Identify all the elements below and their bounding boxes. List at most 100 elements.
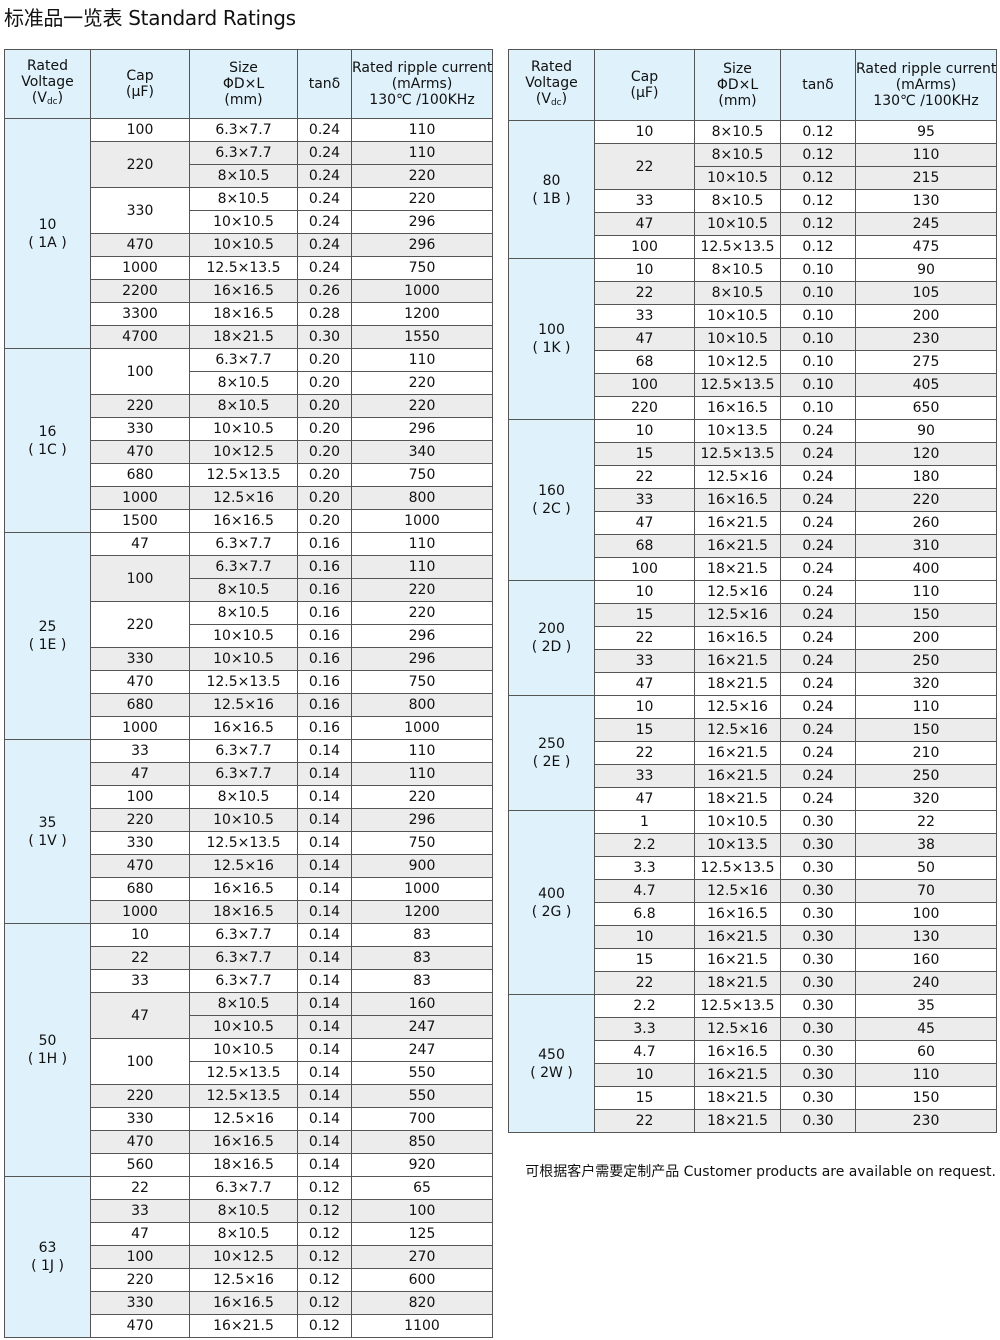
header-voltage: Rated Voltage (Vdc) — [4, 49, 91, 119]
size-cell: 10×10.5 — [189, 808, 298, 832]
capacitance-cell: 1000 — [90, 900, 190, 924]
tan-delta-cell: 0.24 — [780, 603, 856, 627]
tan-delta-cell: 0.14 — [297, 969, 352, 993]
table-row: 35( 1V ) 33 6.3×7.7 0.14 110 — [4, 739, 493, 924]
size-cell: 16×21.5 — [694, 741, 781, 765]
table-row: 33 16×16.5 0.24 220 — [509, 488, 997, 512]
capacitance-cell: 3.3 — [594, 1017, 695, 1041]
table-row: 33 8×10.5 0.12 130 — [509, 189, 997, 213]
size-cell: 18×21.5 — [694, 1109, 781, 1133]
voltage-cell: 63 ( 1J ) — [4, 1176, 91, 1338]
tan-delta-cell: 0.14 — [297, 877, 352, 901]
ripple-current-cell: 340 — [351, 440, 493, 464]
size-cell: 12.5×13.5 — [694, 994, 781, 1018]
tan-delta-cell: 0.24 — [297, 187, 352, 211]
capacitance-cell: 1 — [594, 810, 695, 834]
ripple-current-cell: 650 — [855, 396, 997, 420]
size-cell: 8×10.5 — [189, 187, 298, 211]
tan-delta-cell: 0.12 — [780, 189, 856, 213]
capacitance-cell: 47 — [594, 327, 695, 351]
capacitance-cell: 3300 — [90, 302, 190, 326]
size-cell: 10×12.5 — [189, 440, 298, 464]
tan-delta-cell: 0.30 — [780, 925, 856, 949]
header-ripple-line: (mArms) — [391, 76, 453, 92]
ripple-current-cell: 83 — [351, 969, 493, 993]
tan-delta-cell: 0.16 — [297, 647, 352, 671]
capacitance-cell: 220 — [90, 601, 190, 648]
ripple-current-cell: 600 — [351, 1268, 493, 1292]
capacitance-cell: 220 — [90, 808, 190, 832]
capacitance-cell: 22 — [594, 626, 695, 650]
size-cell: 10×12.5 — [189, 1245, 298, 1269]
table-row: 100 8×10.5 0.14 220 — [5, 785, 493, 809]
size-cell: 12.5×16 — [189, 1107, 298, 1131]
tan-delta-cell: 0.12 — [297, 1199, 352, 1223]
size-cell: 12.5×16 — [694, 465, 781, 489]
tan-delta-cell: 0.14 — [297, 1084, 352, 1108]
tan-delta-cell: 0.14 — [297, 785, 352, 809]
capacitance-cell: 220 — [90, 1268, 190, 1292]
ripple-current-cell: 83 — [351, 946, 493, 970]
table-row: 100 12.5×13.5 0.12 475 — [509, 235, 997, 259]
capacitance-cell: 22 — [594, 1109, 695, 1133]
header-cap: Cap (μF) — [90, 49, 190, 119]
table-row: 33 10×10.5 0.10 200 — [509, 304, 997, 328]
capacitance-cell: 33 — [594, 189, 695, 213]
ripple-current-cell: 240 — [855, 971, 997, 995]
table-row: 2200 16×16.5 0.26 1000 — [5, 279, 493, 303]
table-row: 22 8×10.5 0.10 105 — [509, 281, 997, 305]
capacitance-cell: 2.2 — [594, 994, 695, 1018]
size-cell: 16×21.5 — [694, 948, 781, 972]
tan-delta-cell: 0.24 — [297, 233, 352, 257]
size-cell: 18×21.5 — [694, 557, 781, 581]
table-row: 250( 2E ) 10 12.5×16 0.24 110 — [508, 695, 997, 811]
table-row: 22 18×21.5 0.30 240 — [509, 971, 997, 995]
size-cell: 18×16.5 — [189, 1153, 298, 1177]
size-cell: 8×10.5 — [694, 258, 781, 282]
ripple-current-cell: 22 — [855, 810, 997, 834]
ripple-current-cell: 110 — [351, 532, 493, 556]
table-row: 100 10×12.5 0.12 270 — [5, 1245, 493, 1269]
ripple-current-cell: 50 — [855, 856, 997, 880]
header-row: Rated Voltage (Vdc) Cap (μF) Size ΦD×L (mm) tanδ… — [4, 49, 493, 119]
ripple-current-cell: 200 — [855, 304, 997, 328]
size-cell: 18×21.5 — [694, 787, 781, 811]
voltage-value: 160 — [538, 483, 565, 499]
tan-delta-cell: 0.14 — [297, 739, 352, 763]
size-cell: 16×16.5 — [694, 488, 781, 512]
ripple-current-cell: 405 — [855, 373, 997, 397]
table-row: 25( 1E ) 47 6.3×7.7 0.16 110 — [4, 532, 493, 740]
capacitance-cell: 100 — [90, 1038, 190, 1085]
table-row: 16( 1C ) 100 6.3×7.7 0.20 110 — [4, 348, 493, 533]
capacitance-cell: 22 — [594, 143, 695, 190]
ripple-current-cell: 45 — [855, 1017, 997, 1041]
ripple-current-cell: 1200 — [351, 302, 493, 326]
size-cell: 10×10.5 — [694, 166, 781, 190]
tan-delta-cell: 0.14 — [297, 808, 352, 832]
capacitance-cell: 33 — [594, 304, 695, 328]
ripple-current-cell: 320 — [855, 672, 997, 696]
voltage-value: 50 — [38, 1033, 57, 1049]
tan-delta-cell: 0.16 — [297, 532, 352, 556]
table-row: 50( 1H ) 10 6.3×7.7 0.14 83 — [4, 923, 493, 1177]
voltage-value: 450 — [538, 1046, 565, 1063]
size-cell: 12.5×16 — [189, 1268, 298, 1292]
tan-delta-cell: 0.20 — [297, 509, 352, 533]
tan-delta-cell: 0.10 — [780, 258, 856, 282]
capacitance-cell: 4.7 — [594, 879, 695, 903]
table-row: 15 16×21.5 0.30 160 — [509, 948, 997, 972]
header-ripple-line: Rated ripple current — [352, 60, 493, 76]
ripple-current-cell: 220 — [351, 601, 493, 625]
tan-delta-cell: 0.24 — [780, 442, 856, 466]
tan-delta-cell: 0.12 — [297, 1245, 352, 1269]
capacitance-cell: 560 — [90, 1153, 190, 1177]
size-cell: 12.5×13.5 — [694, 235, 781, 259]
voltage-cell: 50 ( 1H ) — [4, 923, 91, 1177]
header-size: Size ΦD×L (mm) — [694, 49, 781, 121]
table-row: 220 8×10.5 0.20 220 — [5, 394, 493, 418]
capacitance-cell: 47 — [594, 511, 695, 535]
voltage-code: ( 1A ) — [28, 234, 67, 251]
capacitance-cell: 2200 — [90, 279, 190, 303]
size-cell: 10×13.5 — [694, 833, 781, 857]
tan-delta-cell: 0.16 — [297, 693, 352, 717]
